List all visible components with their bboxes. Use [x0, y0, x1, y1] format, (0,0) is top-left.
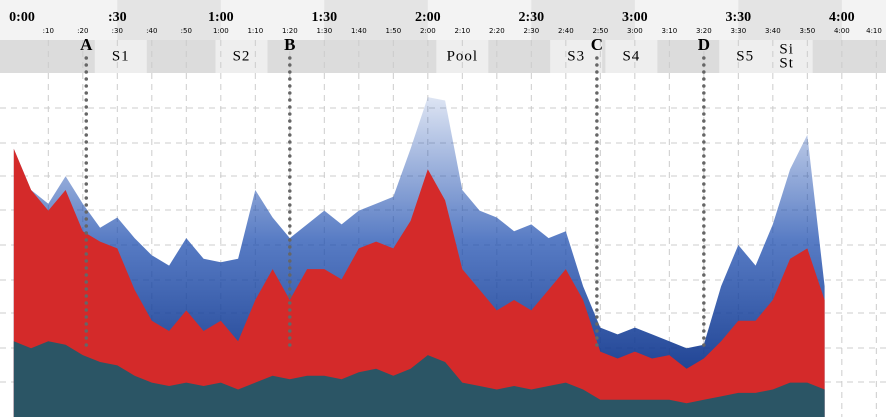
- marker-label: A: [80, 35, 93, 54]
- minor-tick-label: :10: [43, 27, 54, 35]
- area-1: [13, 148, 825, 417]
- minor-tick-label: 1:30: [316, 27, 332, 35]
- minor-tick-label: 1:50: [385, 27, 401, 35]
- segment-box: [94, 40, 147, 73]
- minor-tick-label: :30: [112, 27, 123, 35]
- major-tick-label: 2:30: [518, 10, 544, 25]
- marker-label: C: [591, 35, 603, 54]
- minor-tick-label: 2:30: [523, 27, 539, 35]
- minor-tick-label: 3:40: [765, 27, 781, 35]
- minor-tick-label: :50: [181, 27, 192, 35]
- strip-shade: [531, 0, 635, 40]
- segment-label: Si: [779, 41, 794, 57]
- minor-tick-label: 2:40: [558, 27, 574, 35]
- segment-label: Pool: [447, 48, 479, 64]
- minor-tick-label: 3:10: [661, 27, 677, 35]
- marker-label: B: [284, 35, 295, 54]
- minor-tick-label: 3:30: [730, 27, 746, 35]
- segment-box: [605, 40, 658, 73]
- marker-label: D: [698, 35, 710, 54]
- major-tick-label: 2:00: [415, 10, 441, 25]
- minor-tick-label: 1:00: [213, 27, 229, 35]
- segment-label: S4: [622, 48, 640, 64]
- minor-tick-label: 3:20: [696, 27, 712, 35]
- segment-box: [760, 40, 813, 73]
- segment-label: S5: [736, 48, 754, 64]
- minor-tick-label: :40: [146, 27, 157, 35]
- segment-label: S2: [233, 48, 251, 64]
- segment-box: [550, 40, 603, 73]
- minor-tick-label: 1:40: [351, 27, 367, 35]
- strip-shade: [117, 0, 221, 40]
- minor-tick-label: :20: [77, 27, 88, 35]
- segment-label: St: [779, 55, 794, 71]
- minor-tick-label: 4:00: [834, 27, 850, 35]
- minor-tick-label: 2:50: [592, 27, 608, 35]
- major-tick-label: 1:30: [311, 10, 337, 25]
- minor-tick-label: 3:50: [799, 27, 815, 35]
- major-tick-label: 1:00: [208, 10, 234, 25]
- major-tick-label: 3:00: [622, 10, 648, 25]
- major-tick-label: 4:00: [829, 10, 855, 25]
- segment-box: [215, 40, 268, 73]
- area-2: [13, 341, 825, 417]
- segment-label: S1: [112, 48, 130, 64]
- major-tick-label: :30: [108, 10, 127, 25]
- minor-tick-label: 2:00: [420, 27, 436, 35]
- minor-tick-label: 3:00: [627, 27, 643, 35]
- major-tick-label: 3:30: [725, 10, 751, 25]
- strip-shade: [738, 0, 842, 40]
- major-tick-label: 0:00: [9, 10, 35, 25]
- minor-tick-label: 4:10: [866, 27, 882, 35]
- minor-tick-label: 2:20: [489, 27, 505, 35]
- segment-label: S3: [567, 48, 585, 64]
- minor-tick-label: 1:20: [282, 27, 298, 35]
- minor-tick-label: 1:10: [247, 27, 263, 35]
- strip-shade: [324, 0, 428, 40]
- minor-tick-label: 2:10: [454, 27, 470, 35]
